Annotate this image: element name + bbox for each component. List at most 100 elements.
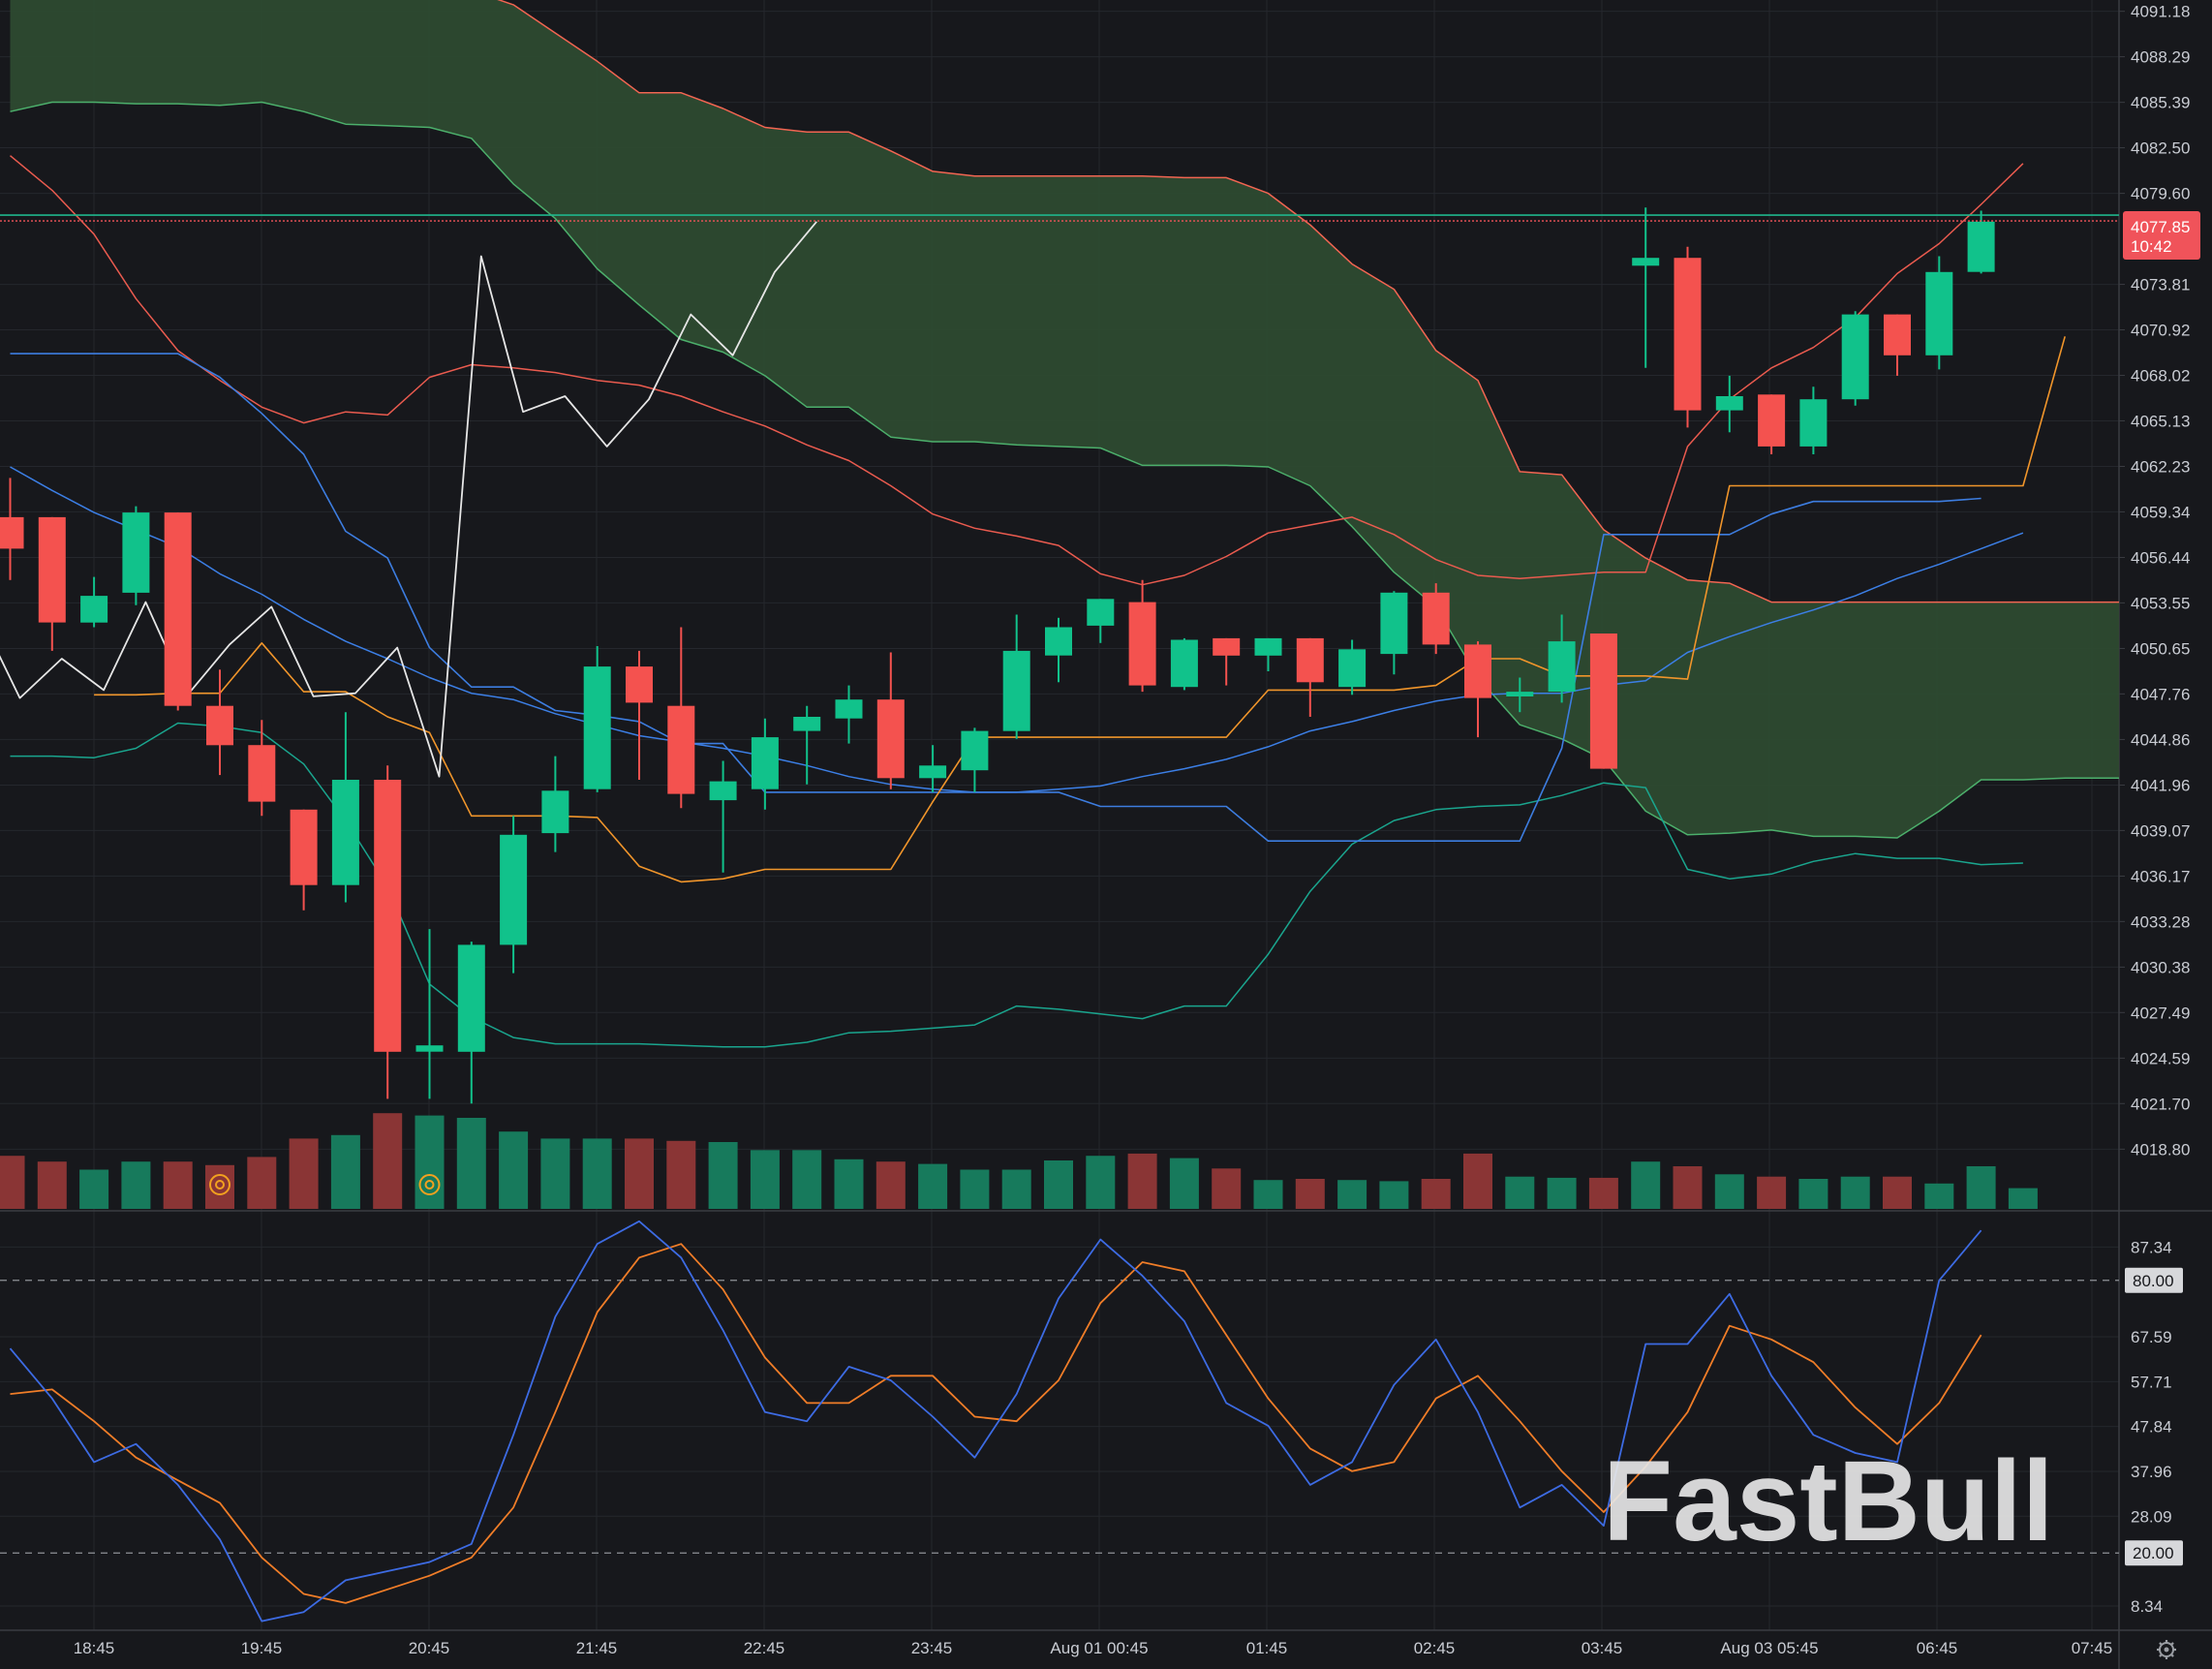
candle <box>1380 591 1408 675</box>
candle-body <box>1674 258 1702 411</box>
candle <box>1170 637 1198 691</box>
gear-tooth <box>2159 1654 2163 1657</box>
candle-body <box>1087 599 1115 626</box>
volume-bar <box>666 1140 696 1209</box>
candle <box>667 627 695 809</box>
price-tick-label: 4059.34 <box>2131 503 2190 521</box>
stochastic-tick-label: 87.34 <box>2131 1238 2172 1256</box>
volume-bar <box>582 1138 612 1209</box>
volume-bar <box>1757 1176 1787 1209</box>
candlesticks[interactable] <box>0 207 1995 1104</box>
volume-bar <box>625 1138 654 1209</box>
time-axis[interactable]: 18:45 19:45 20:45 21:45 22:45 23:45 Aug 01 00:… <box>74 1639 2113 1657</box>
candle <box>1506 677 1534 713</box>
settings-gear-icon[interactable] <box>2157 1640 2176 1659</box>
dividend-marker-icon <box>418 1174 441 1195</box>
dividend-marker-icon <box>209 1174 230 1195</box>
candle <box>1002 614 1030 739</box>
candle-body <box>331 780 359 885</box>
chikou-span-line <box>0 221 817 778</box>
cloud-area <box>10 0 2119 838</box>
candle-body <box>38 516 66 623</box>
price-tick-label: 4033.28 <box>2131 912 2190 931</box>
volume-bar <box>1379 1181 1409 1209</box>
candle <box>709 760 737 873</box>
volume-bar <box>540 1138 570 1209</box>
volume-bar <box>1798 1179 1828 1209</box>
volume-bar <box>79 1169 109 1209</box>
candle-body <box>1758 394 1786 447</box>
candle <box>1925 256 1953 370</box>
candle-body <box>80 596 108 623</box>
stochastic-tick-label: 67.59 <box>2131 1328 2172 1346</box>
candle-body <box>1128 602 1156 686</box>
candle-body <box>835 699 863 719</box>
time-tick-label: Aug 01 00:45 <box>1050 1639 1148 1657</box>
volume-bar <box>289 1138 319 1209</box>
volume-bar <box>1463 1153 1492 1209</box>
volume-bar <box>1924 1183 1954 1209</box>
candle-body <box>1799 399 1828 447</box>
candle <box>1296 637 1324 717</box>
candle <box>583 646 611 792</box>
price-tick-label: 4065.13 <box>2131 412 2190 430</box>
price-tick-label: 4053.55 <box>2131 594 2190 612</box>
candle <box>248 720 276 817</box>
volume-bar <box>373 1113 403 1209</box>
fastbull-watermark: FastBull <box>1603 1437 2054 1565</box>
candle <box>415 929 444 1099</box>
candle-body <box>1841 314 1869 400</box>
candle <box>919 745 947 792</box>
volume-bar <box>247 1157 277 1209</box>
volume-bar <box>1337 1180 1367 1209</box>
price-tick-label: 4036.17 <box>2131 867 2190 885</box>
volume-bar <box>1086 1156 1116 1209</box>
time-tick-label: 22:45 <box>744 1639 785 1657</box>
price-axis[interactable]: 4091.18 4088.29 4085.39 4082.50 4079.60 4073.… <box>2119 3 2200 1159</box>
gear-hub <box>2164 1647 2169 1653</box>
candle <box>1128 579 1156 693</box>
volume-bar <box>918 1163 948 1209</box>
candle-body <box>1884 314 1911 355</box>
candle <box>1841 311 1869 406</box>
candle-body <box>709 781 737 801</box>
volume-bars <box>0 1113 2038 1209</box>
candle-body <box>1254 637 1282 656</box>
candle-body <box>1296 637 1324 683</box>
stochastic-tick-label: 57.71 <box>2131 1373 2172 1391</box>
candle <box>1338 639 1367 695</box>
ichimoku-cloud <box>10 0 2119 838</box>
candle <box>1674 246 1702 428</box>
gear-tooth <box>2159 1642 2163 1646</box>
price-tick-label: 4056.44 <box>2131 548 2190 567</box>
volume-bar <box>456 1118 486 1209</box>
stochastic-d-line <box>10 1243 1982 1604</box>
volume-bar <box>792 1150 822 1209</box>
time-tick-label: 20:45 <box>409 1639 450 1657</box>
candle <box>1548 614 1576 703</box>
volume-bar <box>0 1156 25 1209</box>
price-tick-label: 4062.23 <box>2131 458 2190 477</box>
current-price-countdown: 10:42 <box>2131 237 2172 256</box>
price-tick-label: 4050.65 <box>2131 639 2190 658</box>
time-tick-label: 07:45 <box>2072 1639 2113 1657</box>
candle <box>1045 617 1072 683</box>
volume-bar <box>1253 1180 1283 1209</box>
candle-body <box>1548 641 1576 692</box>
candle <box>751 718 779 810</box>
stochastic-tick-label: 28.09 <box>2131 1507 2172 1526</box>
volume-bar <box>1714 1174 1744 1209</box>
volume-bar <box>1169 1158 1199 1209</box>
candle-body <box>1045 627 1072 656</box>
tenkan-sen-line <box>10 353 1982 842</box>
candle-body <box>290 809 318 885</box>
stochastic-axis: 87.34 67.59 57.71 47.84 37.96 28.09 8.34 80.00 2… <box>2125 1238 2183 1616</box>
volume-bar <box>499 1131 529 1209</box>
volume-bar <box>960 1169 990 1209</box>
time-tick-label: 23:45 <box>911 1639 953 1657</box>
price-tick-label: 4091.18 <box>2131 3 2190 21</box>
candle <box>1967 210 1995 274</box>
candle-body <box>919 765 947 779</box>
volume-bar <box>121 1161 151 1209</box>
